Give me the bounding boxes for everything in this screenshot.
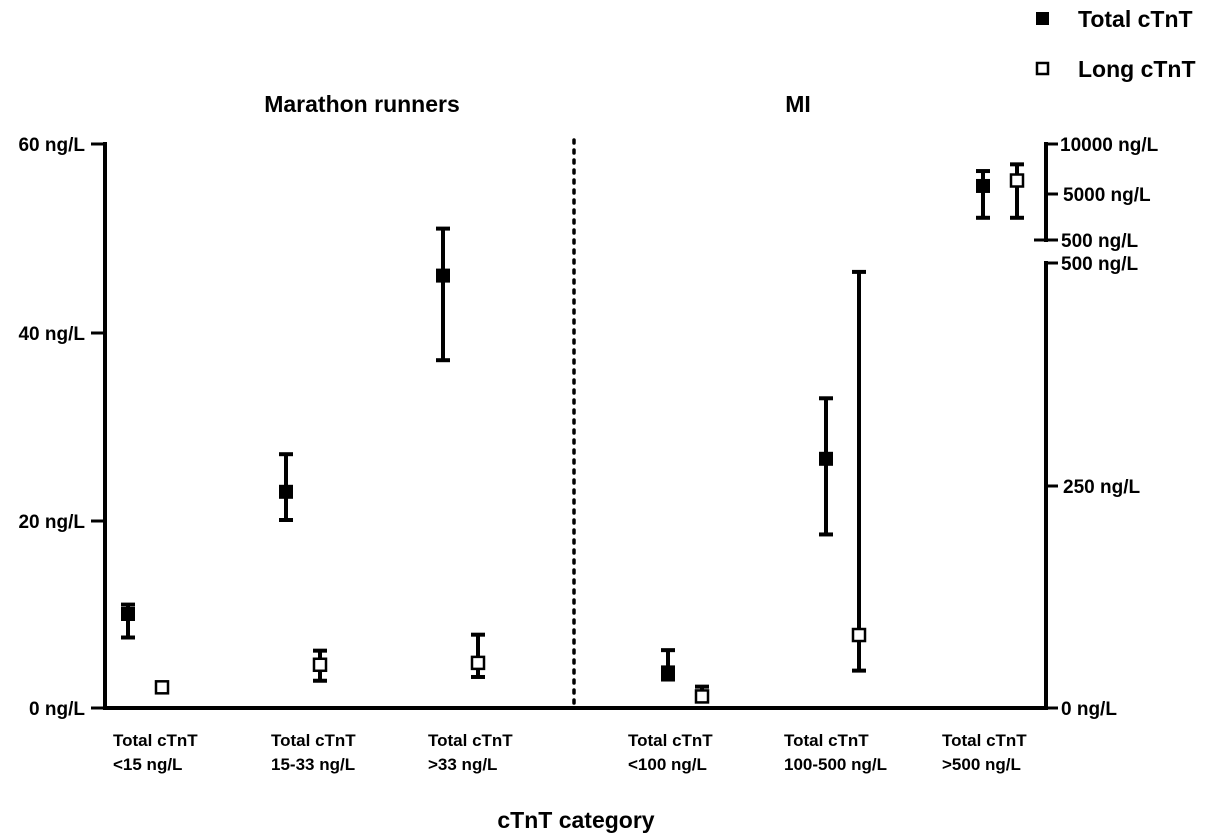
left-tick-40: 40 ng/L bbox=[18, 324, 85, 345]
cat-label-4-line1: Total cTnT bbox=[628, 731, 713, 750]
point-long-ctnt-1 bbox=[154, 680, 170, 695]
point-total-ctnt-3 bbox=[436, 268, 450, 283]
cat-label-4-line2: <100 ng/L bbox=[628, 755, 707, 774]
cat-label-3-line2: >33 ng/L bbox=[428, 755, 497, 774]
point-total-ctnt-2 bbox=[279, 484, 293, 499]
point-total-ctnt-1 bbox=[121, 607, 135, 621]
point-long-ctnt-5 bbox=[851, 627, 867, 643]
error-bar-long-ctnt-5 bbox=[852, 269, 866, 673]
cat-label-2-line1: Total cTnT bbox=[271, 731, 356, 750]
point-total-ctnt-6 bbox=[976, 178, 990, 193]
right-tick-10000: 10000 ng/L bbox=[1060, 135, 1159, 156]
left-tick-0: 0 ng/L bbox=[29, 699, 85, 720]
right-tick-500-lower: 500 ng/L bbox=[1061, 254, 1138, 275]
error-bar-long-ctnt-6 bbox=[1010, 162, 1024, 220]
cat-label-2-line2: 15-33 ng/L bbox=[271, 755, 355, 774]
cat-label-6-line2: >500 ng/L bbox=[942, 755, 1021, 774]
point-total-ctnt-4 bbox=[661, 665, 675, 680]
cat-label-1-line2: <15 ng/L bbox=[113, 755, 182, 774]
point-long-ctnt-4 bbox=[694, 689, 710, 704]
point-long-ctnt-3 bbox=[470, 655, 486, 671]
right-tick-500-upper: 500 ng/L bbox=[1061, 231, 1138, 252]
left-y-axis: 60 ng/L 40 ng/L 20 ng/L 0 ng/L bbox=[18, 135, 107, 720]
legend-label-long-ctnt: Long cTnT bbox=[1078, 56, 1196, 82]
right-tick-250: 250 ng/L bbox=[1063, 477, 1140, 498]
data-marks bbox=[121, 162, 1025, 704]
legend-marker-total-ctnt bbox=[1036, 12, 1049, 25]
point-long-ctnt-6 bbox=[1009, 173, 1025, 188]
error-bar-total-ctnt-5 bbox=[819, 396, 833, 537]
panel-title-marathon: Marathon runners bbox=[264, 91, 460, 117]
cat-label-5-line1: Total cTnT bbox=[784, 731, 869, 750]
panel-title-mi: MI bbox=[785, 91, 811, 117]
point-total-ctnt-5 bbox=[819, 451, 833, 466]
legend-label-total-ctnt: Total cTnT bbox=[1078, 6, 1193, 32]
right-y-axis-lower: 500 ng/L 250 ng/L 0 ng/L bbox=[1044, 254, 1140, 720]
left-tick-60: 60 ng/L bbox=[18, 135, 85, 156]
right-tick-5000: 5000 ng/L bbox=[1063, 185, 1151, 206]
cat-label-3-line1: Total cTnT bbox=[428, 731, 513, 750]
category-labels: Total cTnT <15 ng/L Total cTnT 15-33 ng/… bbox=[113, 731, 1027, 774]
x-axis-title: cTnT category bbox=[497, 807, 654, 833]
error-bar-total-ctnt-3 bbox=[436, 226, 450, 363]
right-tick-0: 0 ng/L bbox=[1061, 699, 1117, 720]
cat-label-1-line1: Total cTnT bbox=[113, 731, 198, 750]
legend-marker-long-ctnt bbox=[1035, 61, 1050, 76]
point-long-ctnt-2 bbox=[312, 657, 328, 673]
error-bar-total-ctnt-6 bbox=[976, 169, 990, 220]
cat-label-6-line1: Total cTnT bbox=[942, 731, 1027, 750]
cat-label-5-line2: 100-500 ng/L bbox=[784, 755, 887, 774]
right-y-axis-upper: 10000 ng/L 5000 ng/L 500 ng/L bbox=[1034, 135, 1159, 252]
left-tick-20: 20 ng/L bbox=[18, 512, 85, 533]
legend: Total cTnT Long cTnT bbox=[1035, 6, 1196, 82]
